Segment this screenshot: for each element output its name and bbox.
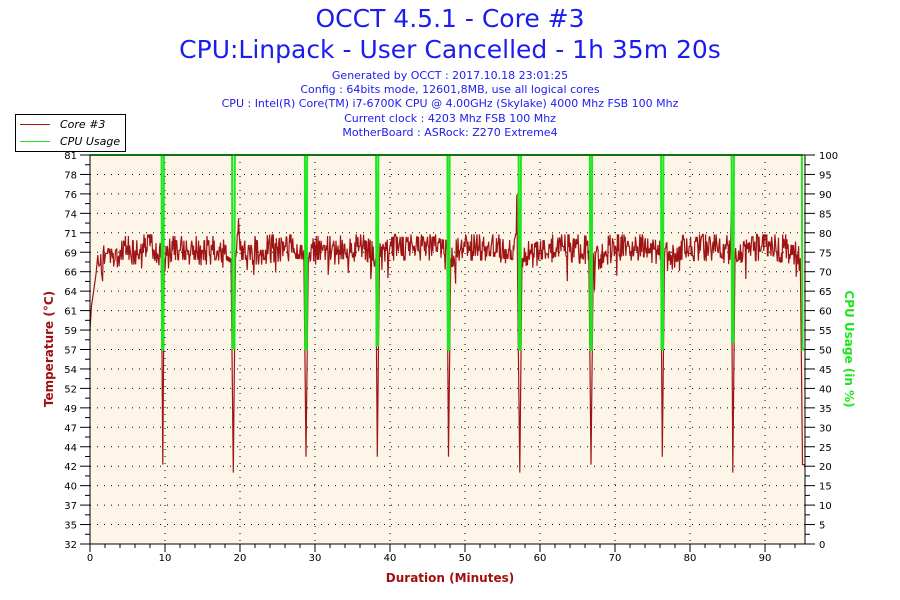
series-core3-line: [89, 194, 805, 473]
legend-swatch-cpu-usage: [20, 140, 50, 142]
y2-tick-label: 5: [819, 521, 825, 532]
y2-tick-label: 90: [819, 190, 832, 201]
y-tick-label: 61: [64, 307, 77, 318]
y-tick-label: 40: [64, 482, 77, 493]
y-tick-label: 78: [64, 170, 77, 181]
plot-frame: [89, 154, 806, 545]
y-tick-label: 47: [64, 423, 77, 434]
y-tick-label: 32: [64, 540, 77, 551]
y-tick-label: 71: [64, 229, 77, 240]
y2-tick-label: 75: [819, 248, 832, 259]
y2-tick-label: 65: [819, 287, 832, 298]
y2-tick-label: 25: [819, 443, 832, 454]
y-tick-label: 59: [64, 326, 77, 337]
y-tick-label: 69: [64, 248, 77, 259]
x-tick-label: 10: [159, 553, 172, 564]
y-tick-label: 52: [64, 384, 77, 395]
info-config: Config : 64bits mode, 12601,8MB, use all…: [300, 83, 600, 97]
y2-axis-title: CPU Usage (in %): [842, 290, 856, 407]
x-axis-title: Duration (Minutes): [386, 571, 514, 585]
x-tick-label: 80: [684, 553, 697, 564]
x-tick-label: 0: [87, 553, 93, 564]
info-generated: Generated by OCCT : 2017.10.18 23:01:25: [331, 69, 569, 82]
y2-tick-label: 60: [819, 307, 832, 318]
y2-tick-label: 100: [819, 151, 838, 162]
y2-tick-label: 80: [819, 229, 832, 240]
legend: Core #3 CPU Usage: [15, 114, 126, 152]
y2-tick-label: 20: [819, 462, 832, 473]
chart-subtitle: CPU:Linpack - User Cancelled - 1h 35m 20…: [179, 35, 721, 64]
y2-tick-label: 10: [819, 501, 832, 512]
legend-item-cpu-usage: CPU Usage: [20, 133, 120, 149]
legend-item-core3: Core #3: [20, 116, 105, 132]
info-motherboard: MotherBoard : ASRock: Z270 Extreme4: [342, 125, 558, 139]
y-tick-label: 37: [64, 501, 77, 512]
info-block: Generated by OCCT : 2017.10.18 23:01:25 …: [0, 69, 900, 140]
y2-tick-label: 15: [819, 482, 832, 493]
y-tick-label: 54: [64, 365, 77, 376]
y2-tick-label: 85: [819, 209, 832, 220]
y2-tick-label: 35: [819, 404, 832, 415]
y-tick-label: 57: [64, 346, 77, 357]
y-axis-title: Temperature (°C): [42, 291, 56, 407]
y-tick-label: 44: [64, 443, 77, 454]
y2-tick-label: 50: [819, 346, 832, 357]
y-tick-label: 76: [64, 190, 77, 201]
y2-tick-label: 45: [819, 365, 832, 376]
y2-tick-label: 40: [819, 384, 832, 395]
y-tick-label: 81: [64, 151, 77, 162]
info-cpu: CPU : Intel(R) Core(TM) i7-6700K CPU @ 4…: [221, 97, 679, 111]
x-tick-label: 70: [609, 553, 622, 564]
x-tick-label: 30: [309, 553, 322, 564]
x-tick-label: 90: [759, 553, 772, 564]
y2-tick-label: 0: [819, 540, 825, 551]
x-tick-label: 60: [534, 553, 547, 564]
y-tick-label: 35: [64, 521, 77, 532]
y2-tick-label: 70: [819, 268, 832, 279]
info-clock: Current clock : 4203 Mhz FSB 100 Mhz: [344, 111, 556, 125]
legend-label-cpu-usage: CPU Usage: [60, 134, 121, 148]
x-tick-label: 50: [459, 553, 472, 564]
legend-swatch-core3: [20, 123, 50, 125]
chart-title: OCCT 4.5.1 - Core #3: [315, 4, 585, 33]
y2-tick-label: 55: [819, 326, 832, 337]
y-tick-label: 66: [64, 268, 77, 279]
y2-tick-label: 95: [819, 170, 832, 181]
y-tick-label: 42: [64, 462, 77, 473]
y-tick-label: 49: [64, 404, 77, 415]
x-tick-label: 40: [384, 553, 397, 564]
y2-tick-label: 30: [819, 423, 832, 434]
y-tick-label: 74: [64, 209, 77, 220]
y-tick-label: 64: [64, 287, 77, 298]
x-tick-label: 20: [234, 553, 247, 564]
legend-label-core3: Core #3: [60, 117, 106, 131]
